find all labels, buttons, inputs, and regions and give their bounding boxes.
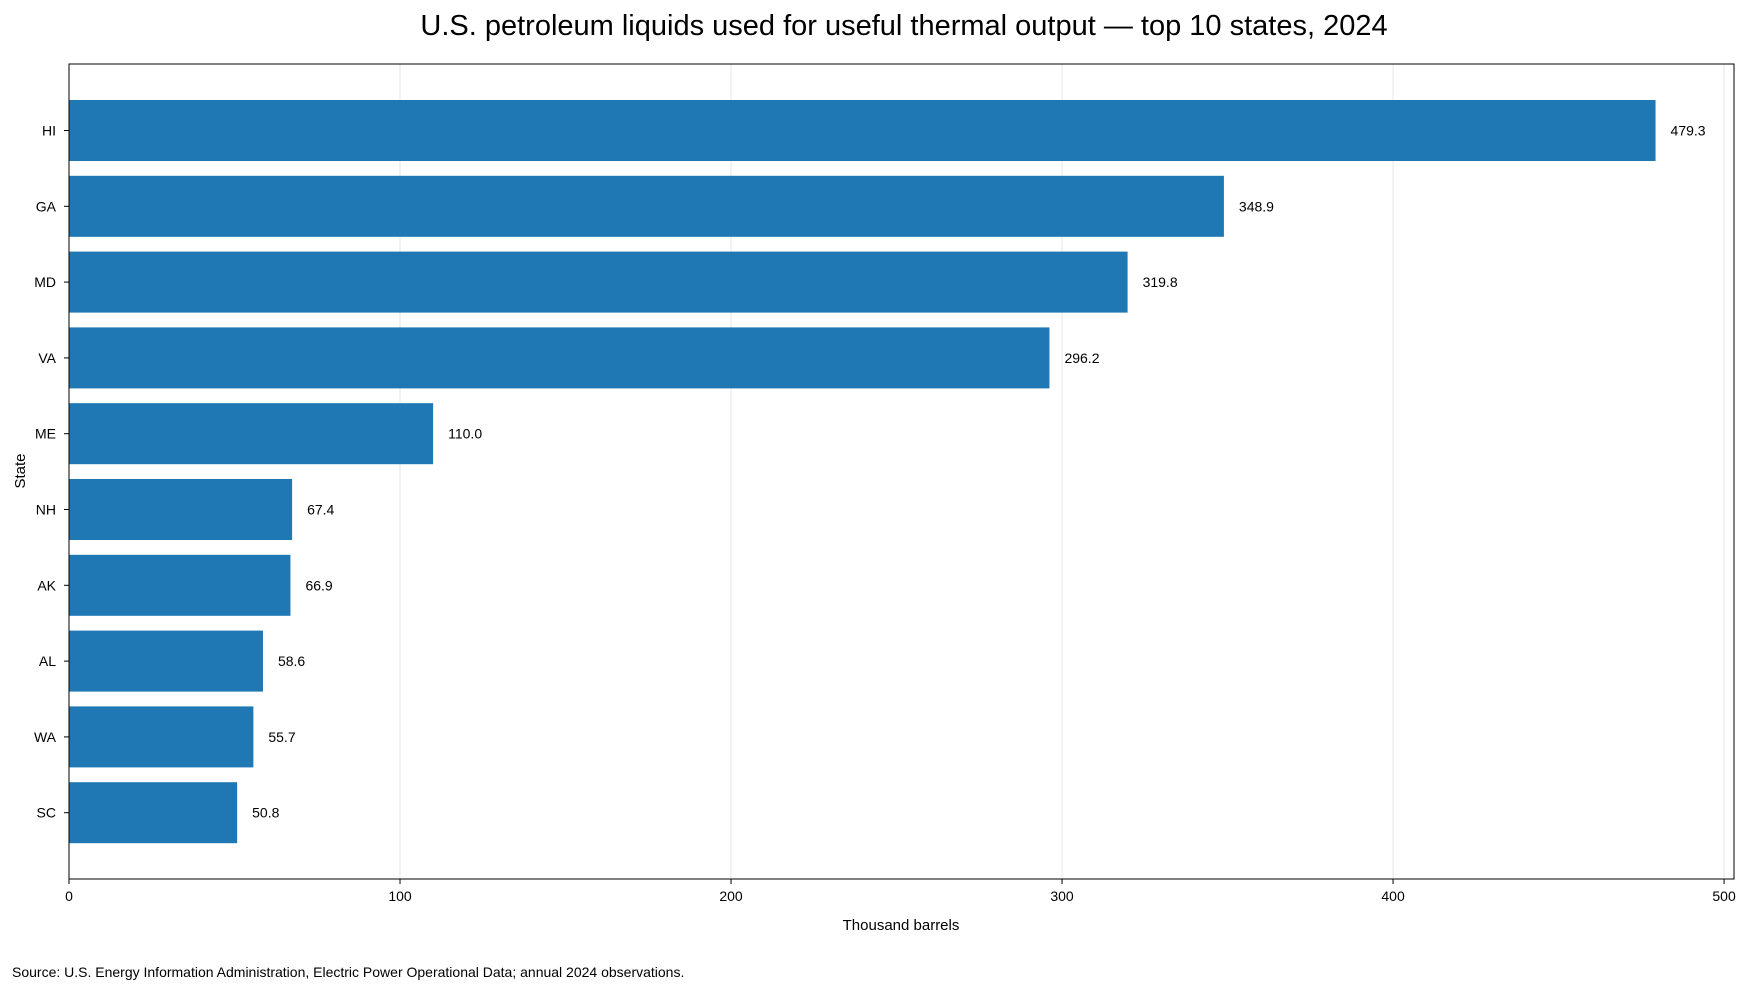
y-tick-label: GA <box>36 198 57 214</box>
y-tick-label: VA <box>38 350 56 366</box>
value-label-nh: 67.4 <box>307 502 334 518</box>
bar-hi <box>69 100 1656 161</box>
value-label-ak: 66.9 <box>305 577 332 593</box>
x-tick-label: 100 <box>388 888 412 904</box>
x-tick-label: 500 <box>1712 888 1736 904</box>
y-axis-label: State <box>12 453 29 488</box>
bar-me <box>69 403 434 465</box>
bar-al <box>69 630 263 692</box>
y-tick-label: WA <box>34 729 57 745</box>
value-labels: 479.3 348.9 319.8 296.2 110.0 67.4 66.9 58.6 55.… <box>252 123 1706 821</box>
source-note: Source: U.S. Energy Information Administ… <box>12 964 684 980</box>
value-label-hi: 479.3 <box>1671 123 1706 139</box>
x-tick-label: 200 <box>719 888 743 904</box>
x-axis-ticks: 0 100 200 300 400 500 <box>65 879 1736 904</box>
y-tick-label: AK <box>37 577 56 593</box>
y-tick-label: NH <box>36 502 56 518</box>
y-tick-label: SC <box>37 805 56 821</box>
x-tick-label: 400 <box>1381 888 1405 904</box>
value-label-wa: 55.7 <box>268 729 295 745</box>
value-label-ga: 348.9 <box>1239 198 1274 214</box>
value-label-va: 296.2 <box>1064 350 1099 366</box>
x-tick-label: 300 <box>1050 888 1074 904</box>
value-label-al: 58.6 <box>278 653 305 669</box>
bar-sc <box>69 782 238 844</box>
plot-frame <box>68 63 1735 880</box>
y-tick-label: AL <box>39 653 56 669</box>
x-tick-label: 0 <box>65 888 73 904</box>
bar-nh <box>69 479 293 540</box>
y-axis-ticks: HI GA MD VA ME NH AK AL WA SC <box>34 123 69 821</box>
y-tick-label: HI <box>42 123 56 139</box>
y-tick-label: MD <box>34 274 56 290</box>
value-label-sc: 50.8 <box>252 805 279 821</box>
bar-va <box>69 327 1050 389</box>
bar-ak <box>69 554 291 616</box>
bar-md <box>69 251 1128 313</box>
bar-wa <box>69 706 254 768</box>
bar-ga <box>69 175 1224 237</box>
value-label-me: 110.0 <box>448 426 482 442</box>
x-axis-label: Thousand barrels <box>843 917 960 934</box>
value-label-md: 319.8 <box>1143 274 1178 290</box>
y-tick-label: ME <box>35 426 56 442</box>
chart-title: U.S. petroleum liquids used for useful t… <box>420 10 1387 42</box>
bars <box>69 100 1656 844</box>
